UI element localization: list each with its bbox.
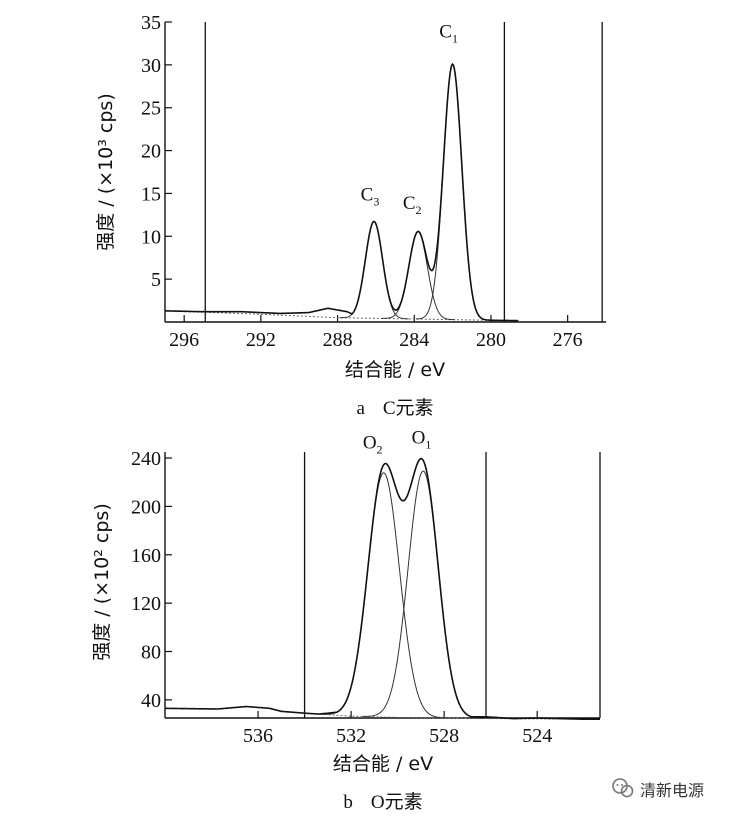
x-tick-label: 292 [246,329,276,351]
y-tick-label: 80 [141,642,161,664]
envelope-line [164,457,600,721]
x-tick-label: 528 [429,725,459,747]
watermark: 清新电源 [612,778,704,800]
x-tick-label: 280 [476,329,506,351]
y-tick-label: 30 [141,55,161,77]
y-tick-label: 120 [131,593,161,615]
component-peak-1 [320,472,447,719]
x-tick-label: 296 [169,329,199,351]
x-tick-label: 284 [399,329,429,351]
peak-label-o1: O1 [412,428,432,452]
peak-label-c3: C3 [361,184,380,208]
y-tick-label: 240 [131,448,161,470]
component-peak-3 [339,220,409,320]
peak-label-c2: C2 [403,193,422,217]
x-axis-title: 结合能 / eV [333,753,433,775]
chart-caption: a C元素 [356,397,433,419]
y-axis-title: 强度 / (×10³ cps) [95,93,117,250]
peak-label-main: C [361,184,374,205]
caption-text: C元素 [383,397,434,419]
peak-label-sub: 1 [452,31,458,45]
y-tick-label: 5 [151,269,161,291]
component-peak-2 [362,470,484,719]
y-tick-label: 35 [141,12,161,34]
y-tick-label: 10 [141,226,161,248]
y-tick-label: 25 [141,98,161,120]
y-tick-label: 200 [131,496,161,518]
y-axis-title: 强度 / (×10² cps) [91,503,113,660]
caption-letter: a [356,398,365,419]
peak-label-main: C [403,193,416,214]
chart-caption: b O元素 [343,791,422,813]
watermark-text: 清新电源 [640,781,704,800]
x-tick-label: 276 [553,329,583,351]
caption-letter: b [343,792,353,813]
peak-label-main: O [363,432,377,453]
background-baseline [304,712,596,720]
peak-label-c1: C1 [439,21,458,45]
x-tick-label: 288 [323,329,353,351]
y-tick-label: 40 [141,690,161,712]
peak-label-sub: 1 [425,438,431,452]
y-tick-label: 20 [141,141,161,163]
peak-label-main: O [412,428,426,449]
x-tick-label: 532 [336,725,366,747]
peak-label-main: C [439,21,452,42]
envelope-line [164,62,518,322]
peak-label-sub: 2 [377,442,383,456]
component-peak-1 [415,63,490,321]
x-tick-label: 524 [522,725,552,747]
x-axis-title: 结合能 / eV [345,359,445,381]
caption-text: O元素 [371,791,423,813]
wechat-icon [612,778,634,798]
x-tick-label: 536 [243,725,273,747]
peak-label-sub: 2 [416,203,422,217]
peak-label-sub: 3 [373,194,379,208]
y-tick-label: 160 [131,545,161,567]
peak-label-o2: O2 [363,432,383,456]
y-tick-label: 15 [141,183,161,205]
